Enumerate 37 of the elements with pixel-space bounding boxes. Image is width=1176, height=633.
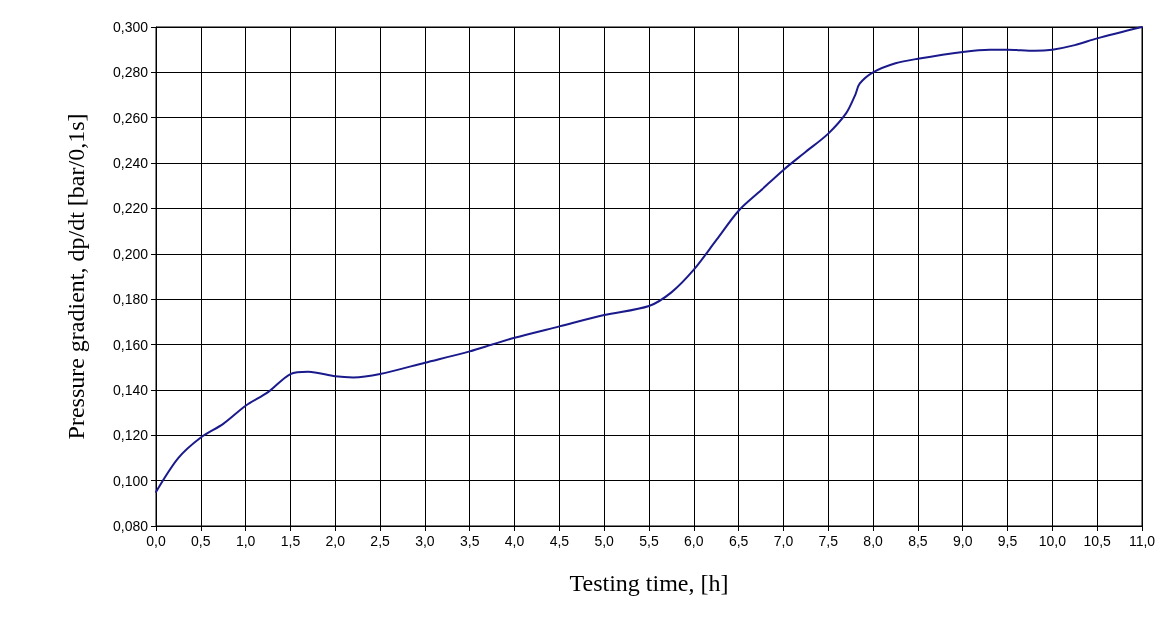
y-axis-title: Pressure gradient, dp/dt [bar/0,1s] <box>63 113 89 440</box>
y-tick-label: 0,160 <box>112 336 149 353</box>
x-tick-label: 5,0 <box>594 533 615 549</box>
x-tick-label: 11,0 <box>1128 533 1156 549</box>
x-tick-label: 3,5 <box>459 533 480 549</box>
x-tick-label: 7,0 <box>773 533 794 549</box>
x-tick-label: 9,0 <box>952 533 973 549</box>
x-tick-label: 7,5 <box>818 533 839 549</box>
x-tick-label: 2,0 <box>325 533 346 549</box>
x-tick-label: 8,0 <box>863 533 884 549</box>
x-tick-label: 9,5 <box>997 533 1018 549</box>
x-tick-label: 0,0 <box>146 533 166 549</box>
y-tick-label: 0,100 <box>112 472 149 489</box>
x-tick-label: 6,0 <box>684 533 704 549</box>
x-tick-label: 0,5 <box>191 533 211 549</box>
x-tick-label: 4,5 <box>549 533 570 549</box>
x-tick-label: 1,0 <box>235 533 256 549</box>
x-tick-label: 2,5 <box>370 533 391 549</box>
x-tick-label: 1,5 <box>280 533 301 549</box>
y-tick-label: 0,120 <box>112 427 149 444</box>
y-tick-label: 0,240 <box>112 155 149 172</box>
y-tick-label: 0,140 <box>112 381 149 398</box>
y-tick-label: 0,080 <box>112 518 149 534</box>
x-tick-label: 5,5 <box>639 533 659 549</box>
y-tick-label: 0,300 <box>112 19 149 35</box>
y-tick-label: 0,220 <box>112 200 149 217</box>
x-tick-label: 10,0 <box>1038 533 1067 549</box>
x-tick-label: 3,0 <box>415 533 435 549</box>
x-axis-title: Testing time, [h] <box>569 570 729 596</box>
x-tick-label: 8,5 <box>908 533 928 549</box>
y-tick-label: 0,180 <box>112 291 149 308</box>
x-tick-label: 10,5 <box>1083 533 1112 549</box>
x-tick-label: 6,5 <box>728 533 749 549</box>
y-tick-label: 0,200 <box>112 245 149 262</box>
x-tick-label: 4,0 <box>504 533 525 549</box>
y-tick-label: 0,280 <box>112 64 149 81</box>
y-tick-label: 0,260 <box>112 109 149 126</box>
